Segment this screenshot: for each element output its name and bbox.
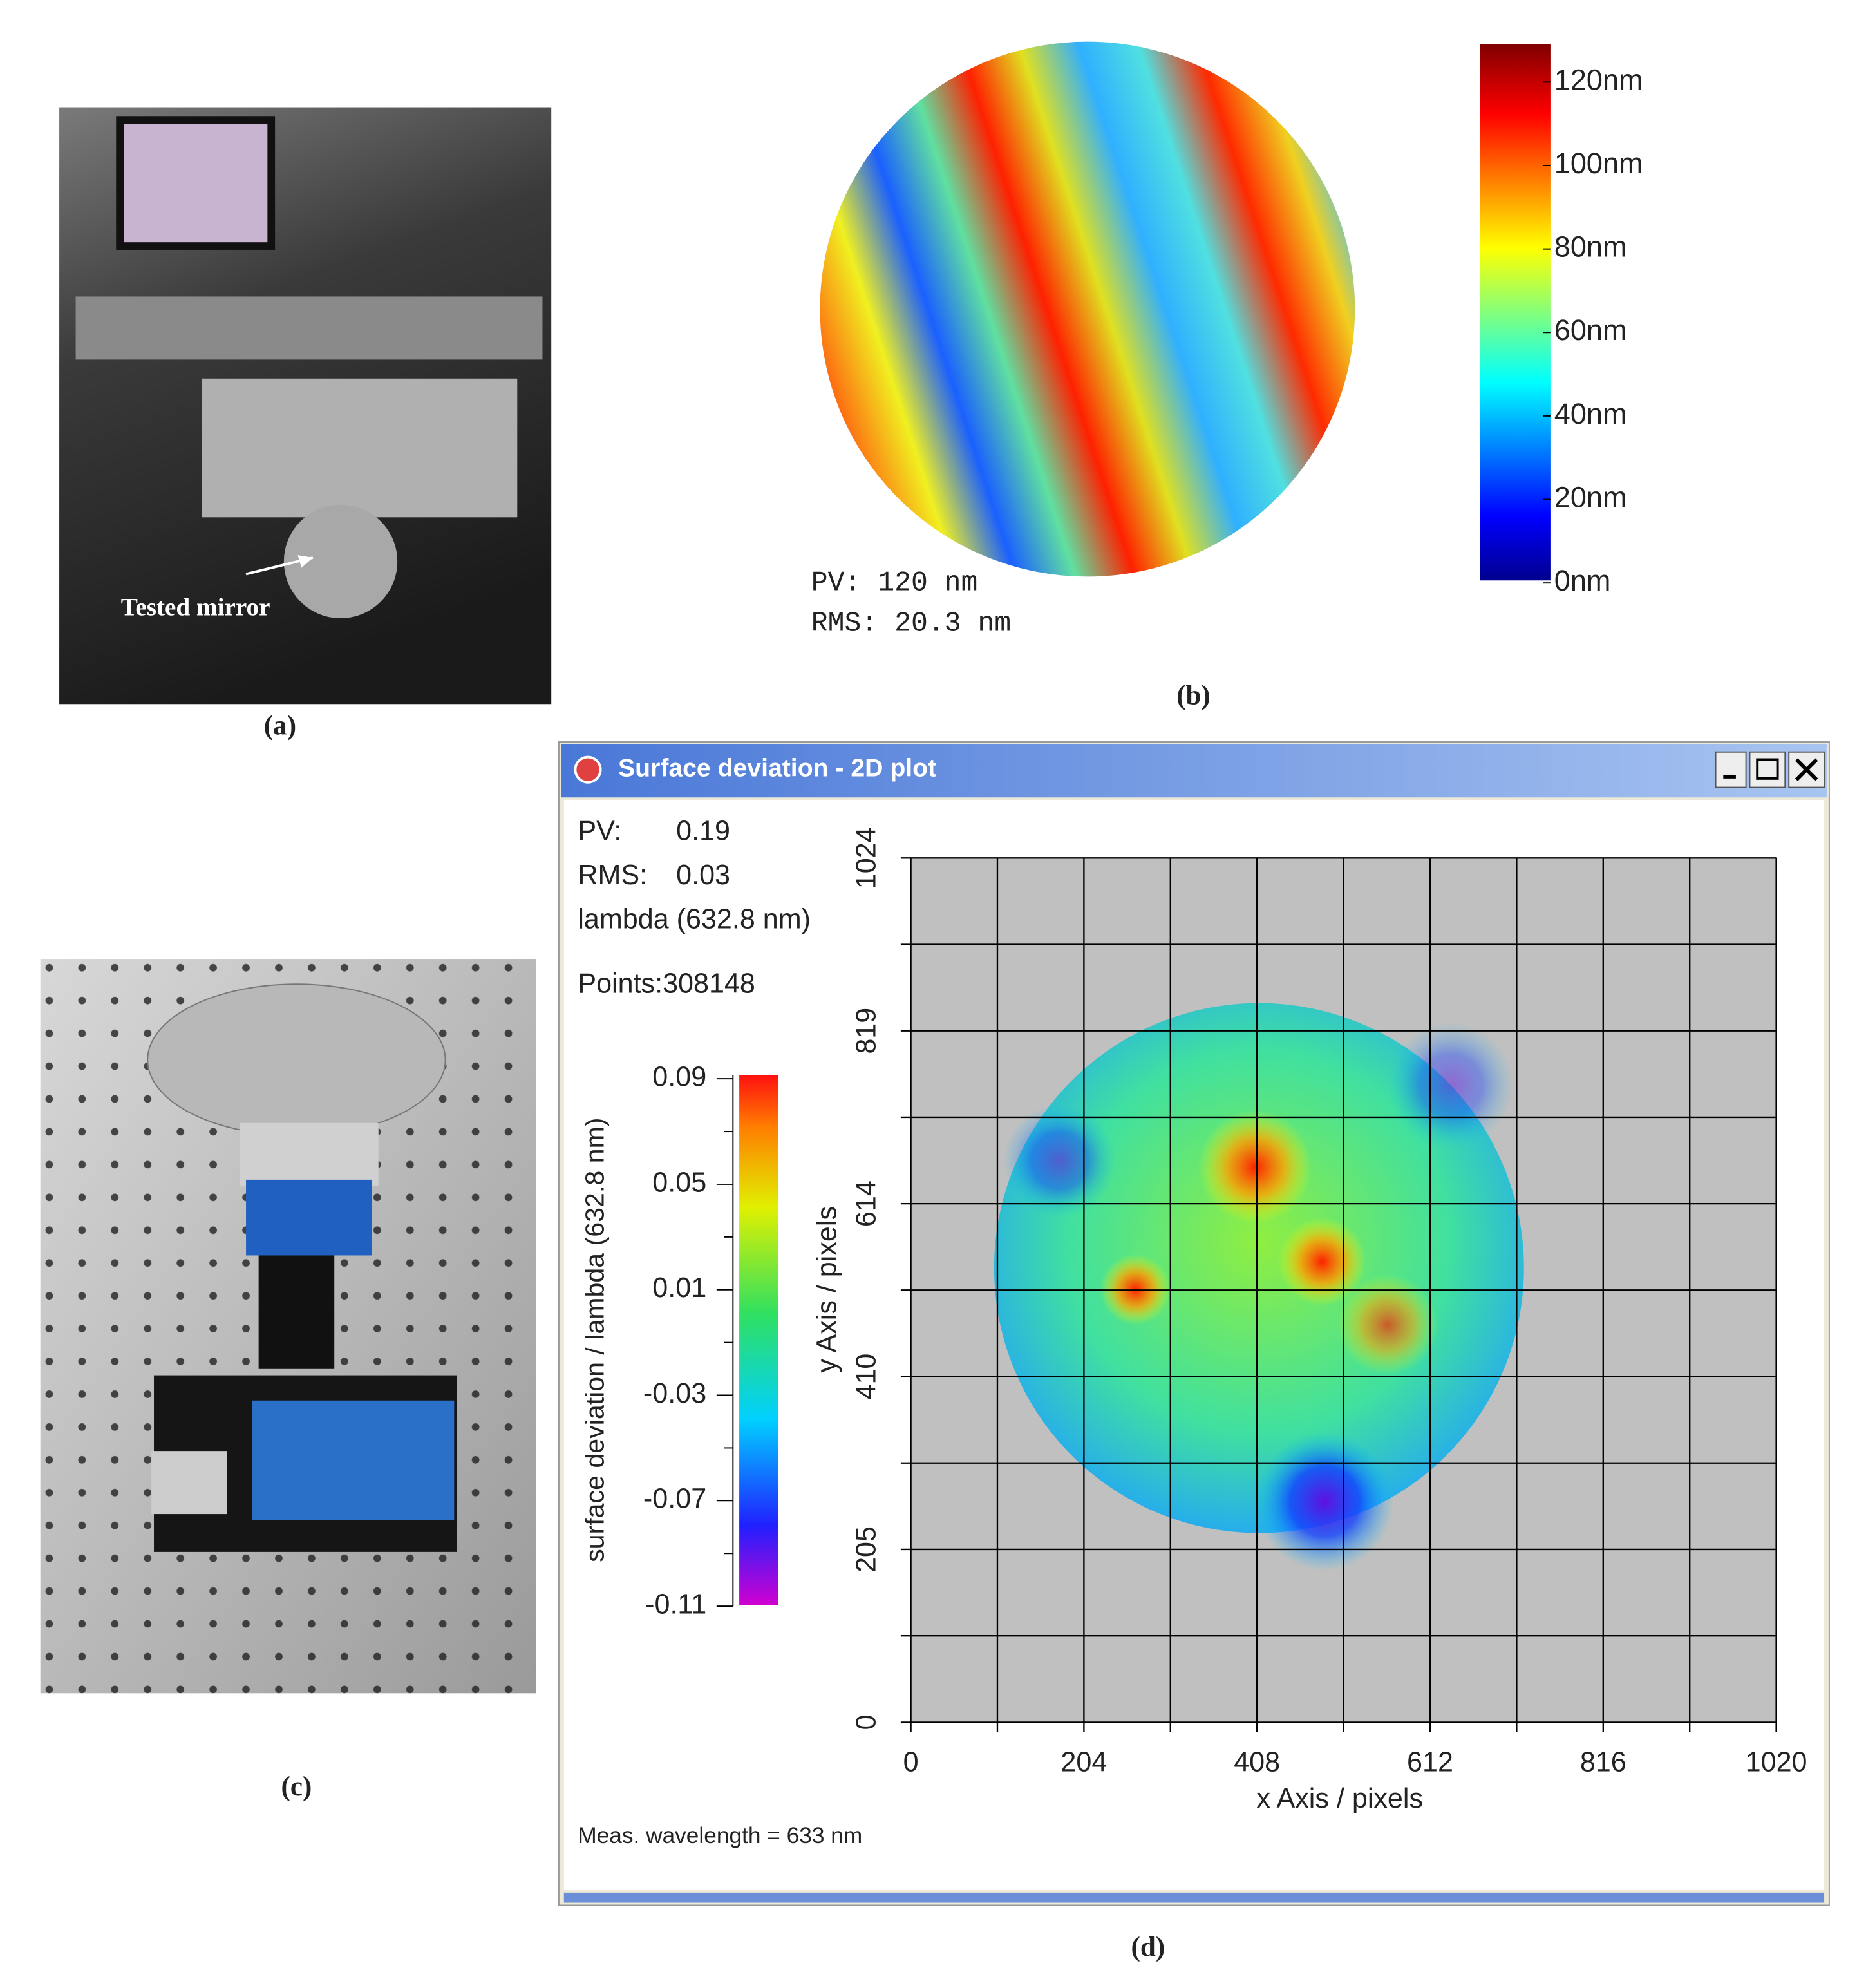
x-tick-label: 612	[1407, 1747, 1453, 1777]
panel-label: (a)	[264, 710, 296, 741]
colorbar-label: surface deviation / lambda (632.8 nm)	[580, 1118, 610, 1562]
y-tick-label: 614	[851, 1180, 881, 1227]
x-tick-label: 816	[1580, 1747, 1626, 1777]
rms-text: RMS: 20.3 nm	[811, 607, 1011, 639]
points: Points:308148	[578, 969, 755, 999]
pv-label: PV:	[578, 815, 621, 846]
y-tick-label: 1024	[851, 827, 881, 889]
y-tick-label: 0	[851, 1714, 881, 1730]
colorbar-tick-label: 80nm	[1554, 231, 1627, 263]
colorbar-tick-label: 120nm	[1554, 63, 1643, 96]
close-button[interactable]	[1788, 751, 1825, 788]
colorbar-tick-label: 20nm	[1554, 480, 1627, 513]
panel-label: (b)	[1176, 680, 1211, 710]
y-ticks: 0 205 410 614 819 1024	[851, 827, 881, 1730]
colorbar-tick-label: 0nm	[1554, 564, 1611, 597]
x-axis-label: x Axis / pixels	[1256, 1783, 1423, 1814]
plot-area	[900, 857, 1777, 1733]
colorbar-ticks: 0.09 0.05 0.01 -0.03 -0.07 -0.11	[643, 1062, 733, 1620]
x-tick-label: 1020	[1746, 1747, 1807, 1777]
unit: lambda (632.8 nm)	[578, 904, 811, 935]
maximize-button[interactable]	[1749, 751, 1786, 788]
x-tick-label: 0	[903, 1747, 919, 1777]
rms-value: 0.03	[676, 860, 730, 891]
colorbar	[1480, 44, 1551, 581]
annotation: Tested mirror	[121, 593, 270, 621]
colorbar-tick-label: -0.03	[643, 1378, 706, 1409]
minimize-button[interactable]	[1715, 751, 1747, 788]
footer: Meas. wavelength = 633 nm	[578, 1823, 862, 1848]
pv-text: PV: 120 nm	[811, 567, 978, 599]
rms-label: RMS:	[578, 860, 647, 891]
colorbar-tick-label: -0.07	[643, 1484, 706, 1515]
colorbar-tick-label: 40nm	[1554, 397, 1627, 430]
colorbar-tick-label: 60nm	[1554, 314, 1627, 346]
colorbar-tick-label: 100nm	[1554, 147, 1643, 180]
y-tick-label: 205	[851, 1526, 881, 1573]
colorbar-tick-label: 0.09	[652, 1062, 706, 1093]
colorbar-ticks: 120nm 100nm 80nm 60nm 40nm 20nm 0nm	[1543, 63, 1643, 597]
x-tick-label: 204	[1060, 1747, 1107, 1777]
panel-label: (d)	[1131, 1932, 1165, 1962]
colorbar-tick-label: -0.11	[645, 1589, 706, 1620]
y-axis-label: y Axis / pixels	[812, 1206, 843, 1373]
x-ticks: 0 204 408 612 816 1020	[903, 1747, 1807, 1777]
surface-map-b	[820, 41, 1355, 577]
colorbar	[739, 1075, 778, 1605]
panel-label: (c)	[281, 1772, 312, 1802]
window-title: Surface deviation - 2D plot	[618, 754, 936, 782]
y-tick-label: 410	[851, 1354, 881, 1400]
photo-c	[40, 959, 536, 1694]
colorbar-tick-label: 0.01	[652, 1273, 706, 1303]
x-tick-label: 408	[1234, 1747, 1280, 1777]
photo-a: Tested mirror	[59, 107, 552, 705]
y-tick-label: 819	[851, 1008, 881, 1054]
pv-value: 0.19	[676, 815, 730, 846]
colorbar-tick-label: 0.05	[652, 1167, 706, 1198]
